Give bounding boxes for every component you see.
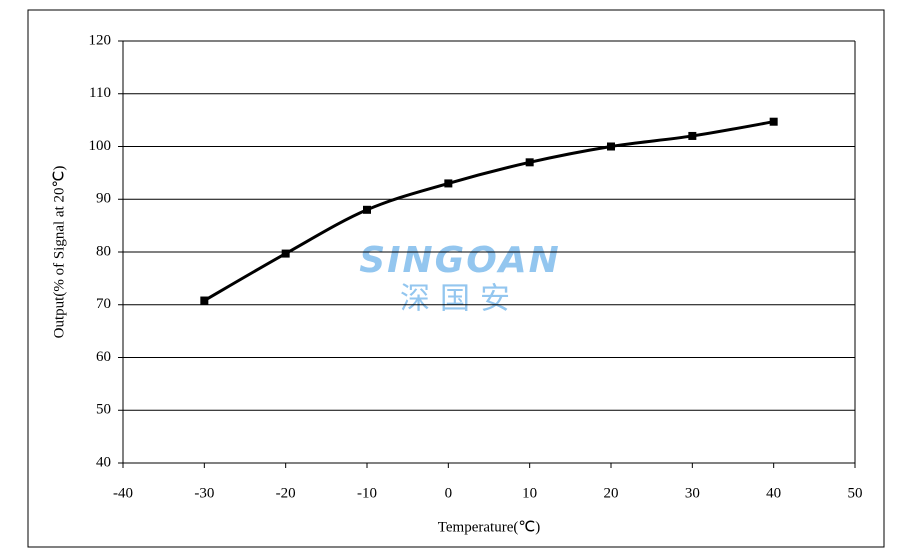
x-tick-label: 0 bbox=[445, 485, 453, 501]
x-tick-label: 20 bbox=[604, 485, 619, 501]
y-tick-label: 90 bbox=[96, 191, 111, 207]
y-tick-label: 50 bbox=[96, 402, 111, 418]
x-tick-label: -20 bbox=[276, 485, 296, 501]
x-tick-label: -40 bbox=[113, 485, 133, 501]
x-axis-label: Temperature(℃) bbox=[438, 519, 540, 535]
y-tick-label: 120 bbox=[89, 32, 112, 48]
x-tick-label: -10 bbox=[357, 485, 377, 501]
watermark-chinese: 深国安 bbox=[400, 282, 520, 317]
x-tick-label: -30 bbox=[194, 485, 214, 501]
point-marker bbox=[281, 249, 290, 258]
point-marker bbox=[769, 117, 778, 126]
point-marker bbox=[688, 131, 697, 140]
point-marker bbox=[444, 179, 453, 188]
x-tick-label: 50 bbox=[848, 485, 863, 501]
point-marker bbox=[363, 205, 371, 214]
y-tick-label: 70 bbox=[96, 296, 111, 312]
y-tick-label: 40 bbox=[96, 454, 111, 470]
y-tick-label: 100 bbox=[89, 138, 112, 154]
y-tick-label: 80 bbox=[96, 243, 111, 259]
x-tick-label: 30 bbox=[685, 485, 700, 501]
point-marker bbox=[607, 142, 615, 151]
x-tick-label: 10 bbox=[522, 485, 537, 501]
y-axis-label: Output(% of Signal at 20℃) bbox=[51, 166, 67, 339]
frame bbox=[27, 9, 885, 548]
point-marker bbox=[525, 158, 534, 167]
watermark-brand: SINGOAN bbox=[359, 240, 561, 281]
y-tick-label: 110 bbox=[89, 85, 111, 101]
point-marker bbox=[200, 296, 209, 305]
y-tick-label: 60 bbox=[96, 349, 111, 365]
x-tick-label: 40 bbox=[766, 485, 781, 501]
series-line bbox=[203, 120, 774, 302]
